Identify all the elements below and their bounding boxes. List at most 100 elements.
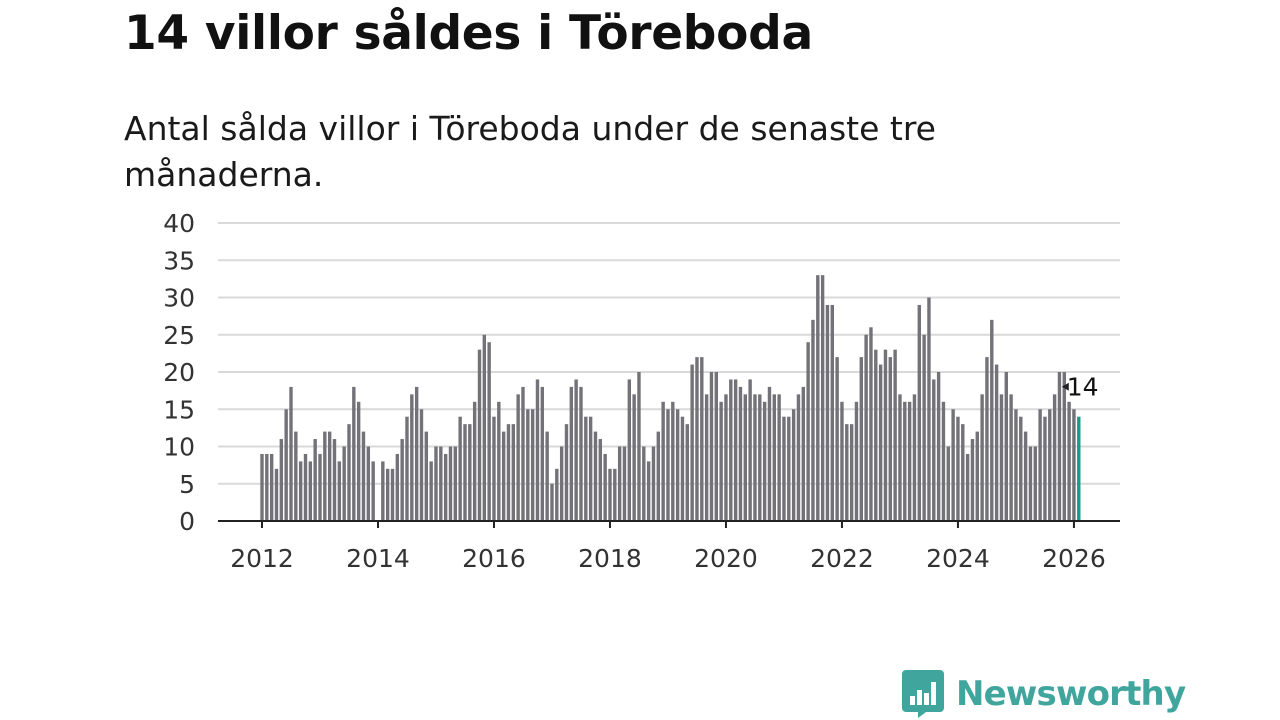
chart-subtitle: Antal sålda villor i Töreboda under de s… bbox=[124, 109, 936, 194]
bar bbox=[936, 372, 941, 521]
bar bbox=[274, 468, 279, 521]
bar bbox=[1038, 409, 1042, 521]
bar bbox=[555, 468, 559, 521]
bar bbox=[622, 446, 627, 521]
bar bbox=[279, 439, 284, 521]
bar bbox=[999, 394, 1004, 521]
bar bbox=[559, 446, 564, 521]
bar bbox=[506, 424, 511, 521]
bar bbox=[1062, 372, 1066, 521]
bar bbox=[898, 394, 902, 521]
y-tick-label: 0 bbox=[179, 507, 195, 536]
bar bbox=[796, 394, 801, 521]
bar bbox=[588, 416, 593, 521]
x-tick-label: 2016 bbox=[462, 544, 526, 573]
bar bbox=[903, 401, 907, 521]
bar bbox=[1014, 409, 1018, 521]
bar bbox=[1057, 372, 1062, 521]
y-tick-label: 20 bbox=[163, 358, 195, 387]
bar bbox=[922, 334, 926, 521]
bar bbox=[695, 357, 699, 521]
bar bbox=[608, 468, 612, 521]
bar bbox=[874, 349, 878, 521]
y-tick-label: 35 bbox=[163, 246, 195, 275]
bar-series bbox=[260, 275, 1081, 521]
bar bbox=[787, 416, 791, 521]
bar bbox=[646, 461, 651, 521]
bar-chart-speech-bubble-icon bbox=[902, 670, 944, 718]
bar bbox=[907, 401, 912, 521]
bar bbox=[990, 319, 994, 521]
bar bbox=[637, 372, 641, 521]
bar bbox=[733, 379, 738, 521]
x-tick-label: 2026 bbox=[1042, 544, 1106, 573]
bar bbox=[994, 364, 999, 521]
bar bbox=[651, 446, 656, 521]
bar bbox=[782, 416, 786, 521]
bar bbox=[289, 386, 293, 521]
bar bbox=[975, 431, 979, 521]
bar bbox=[811, 319, 815, 521]
bar bbox=[540, 386, 545, 521]
bar bbox=[927, 297, 931, 521]
bar bbox=[878, 364, 883, 521]
bar bbox=[970, 439, 975, 521]
bar bbox=[767, 386, 772, 521]
chart-title: 14 villor såldes i Töreboda bbox=[124, 6, 813, 61]
bar bbox=[627, 379, 632, 521]
bar bbox=[917, 304, 921, 521]
bar bbox=[482, 334, 487, 521]
x-tick-label: 2020 bbox=[694, 544, 758, 573]
bar bbox=[327, 431, 332, 521]
bar bbox=[400, 439, 404, 521]
bar bbox=[434, 446, 438, 521]
bar bbox=[497, 401, 501, 521]
y-tick-label: 25 bbox=[163, 321, 195, 350]
x-tick-label: 2012 bbox=[230, 544, 294, 573]
bar bbox=[893, 349, 897, 521]
bar bbox=[318, 453, 322, 521]
bar bbox=[961, 424, 965, 521]
bar bbox=[521, 386, 525, 521]
bar bbox=[390, 468, 395, 521]
bar bbox=[820, 275, 825, 521]
bar bbox=[265, 453, 269, 521]
bar bbox=[883, 349, 888, 521]
bar bbox=[830, 304, 834, 521]
y-tick-label: 5 bbox=[179, 470, 195, 499]
bar bbox=[260, 453, 264, 521]
bar bbox=[535, 379, 540, 521]
x-tick-label: 2024 bbox=[926, 544, 990, 573]
bar bbox=[443, 453, 448, 521]
bar bbox=[501, 431, 506, 521]
y-tick-label: 40 bbox=[163, 209, 195, 238]
bar bbox=[1004, 372, 1008, 521]
bar bbox=[845, 424, 849, 521]
y-tick-label: 10 bbox=[163, 433, 195, 462]
bar-highlight bbox=[1077, 416, 1081, 521]
bar bbox=[352, 386, 356, 521]
bar bbox=[313, 439, 317, 521]
y-tick-label: 15 bbox=[163, 395, 195, 424]
bar bbox=[366, 446, 371, 521]
bar bbox=[603, 453, 607, 521]
bar bbox=[777, 394, 781, 521]
bar bbox=[642, 446, 646, 521]
bar bbox=[762, 401, 767, 521]
bar bbox=[840, 401, 844, 521]
bar bbox=[477, 349, 482, 521]
bar bbox=[381, 461, 385, 521]
bar bbox=[458, 416, 462, 521]
bar bbox=[980, 394, 984, 521]
bar bbox=[1052, 394, 1057, 521]
bar bbox=[951, 409, 955, 521]
bar bbox=[269, 453, 274, 521]
bar bbox=[801, 386, 805, 521]
bar bbox=[1067, 401, 1071, 521]
bar bbox=[419, 409, 424, 521]
bar bbox=[550, 483, 554, 521]
bar bbox=[361, 431, 366, 521]
y-tick-label: 30 bbox=[163, 284, 195, 313]
bar bbox=[429, 461, 433, 521]
bar bbox=[530, 409, 535, 521]
